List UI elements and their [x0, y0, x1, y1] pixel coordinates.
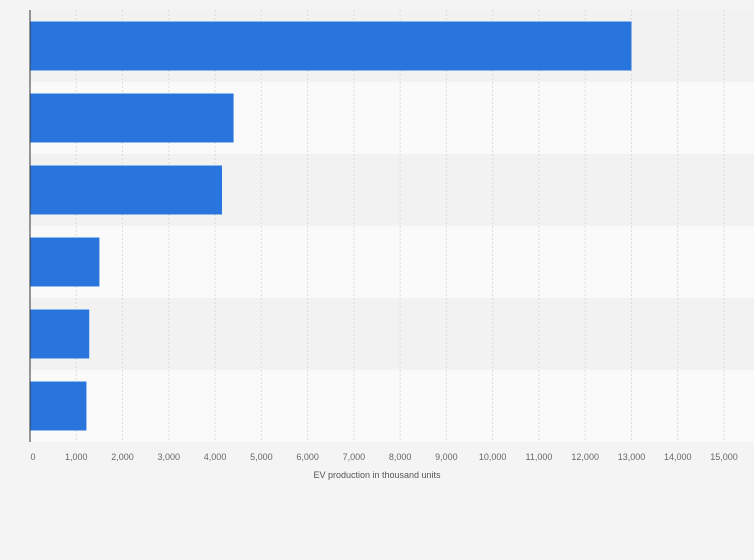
bars	[30, 21, 632, 431]
x-axis-title: EV production in thousand units	[313, 470, 441, 480]
bar	[30, 309, 90, 359]
x-tick-label: 11,000	[526, 452, 553, 462]
bar	[30, 165, 223, 215]
row-band	[30, 370, 754, 442]
bar	[30, 93, 234, 143]
row-bands	[30, 10, 754, 442]
x-tick-label: 0	[30, 452, 35, 462]
x-tick-label: 15,000	[710, 452, 738, 462]
bar	[30, 237, 100, 287]
vertical-gridlines	[75, 10, 725, 442]
x-tick-label: 7,000	[343, 452, 366, 462]
row-band	[30, 298, 754, 370]
bar	[30, 21, 632, 71]
x-tick-label: 12,000	[571, 452, 599, 462]
x-tick-label: 5,000	[250, 452, 273, 462]
bar	[30, 381, 87, 431]
x-tick-label: 13,000	[618, 452, 646, 462]
x-tick-label: 9,000	[435, 452, 458, 462]
x-axis-ticks: 0 1,000 2,000 3,000 4,000 5,000 6,000 7,000 8,00…	[30, 452, 737, 462]
x-tick-label: 1,000	[65, 452, 88, 462]
row-band	[30, 226, 754, 298]
x-tick-label: 2,000	[111, 452, 134, 462]
x-tick-label: 14,000	[664, 452, 692, 462]
x-tick-label: 3,000	[158, 452, 181, 462]
x-tick-label: 10,000	[479, 452, 507, 462]
x-tick-label: 6,000	[296, 452, 319, 462]
x-tick-label: 4,000	[204, 452, 227, 462]
x-tick-label: 8,000	[389, 452, 412, 462]
